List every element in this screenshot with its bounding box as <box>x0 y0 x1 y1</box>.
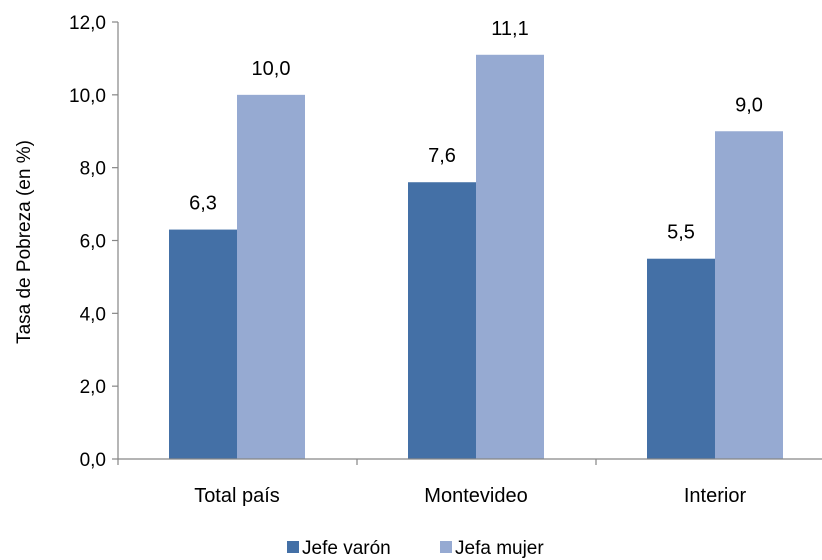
y-axis-ticks: 0,0 2,0 4,0 6,0 8,0 10,0 12,0 <box>69 13 118 471</box>
y-tick-label: 12,0 <box>69 13 106 34</box>
bar-jefa-mujer <box>476 54 544 460</box>
data-label: 11,1 <box>491 18 528 40</box>
bar-jefe-varon <box>647 258 715 459</box>
y-tick-label: 2,0 <box>80 377 106 398</box>
y-tick-label: 10,0 <box>69 86 106 107</box>
bar-jefe-varon <box>408 182 476 459</box>
legend-swatch-jefa-mujer <box>440 541 452 553</box>
data-label: 10,0 <box>252 58 291 80</box>
data-label: 9,0 <box>735 94 763 116</box>
legend-label-jefe-varon: Jefe varón <box>302 538 391 559</box>
data-label: 5,5 <box>667 222 695 244</box>
x-category-label: Montevideo <box>424 485 527 507</box>
legend-label-jefa-mujer: Jefa mujer <box>455 538 544 559</box>
legend-swatch-jefe-varon <box>287 541 299 553</box>
data-labels: 6,3 10,0 7,6 11,1 5,5 9,0 <box>189 18 763 244</box>
y-tick-label: 4,0 <box>80 304 106 325</box>
bar-jefa-mujer <box>715 131 783 459</box>
data-label: 7,6 <box>428 145 456 167</box>
bar-jefa-mujer <box>237 94 305 459</box>
x-axis-categories: Total país Montevideo Interior <box>194 485 746 507</box>
bars <box>169 54 783 460</box>
bar-jefe-varon <box>169 229 237 459</box>
x-category-label: Total país <box>194 485 280 507</box>
data-label: 6,3 <box>189 193 217 215</box>
x-axis-tick-marks <box>117 459 597 465</box>
y-tick-label: 6,0 <box>80 232 106 253</box>
y-tick-label: 0,0 <box>80 450 106 471</box>
legend: Jefe varón Jefa mujer <box>287 538 544 559</box>
x-category-label: Interior <box>684 485 747 507</box>
y-tick-label: 8,0 <box>80 159 106 180</box>
y-axis-title: Tasa de Pobreza (en %) <box>14 140 35 344</box>
